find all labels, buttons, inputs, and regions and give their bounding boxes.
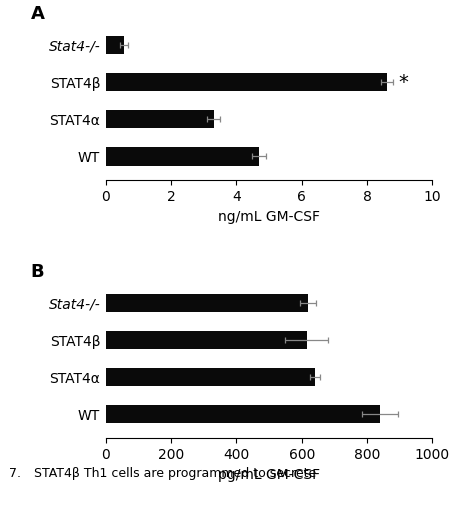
Bar xyxy=(106,36,123,54)
Text: STAT4β Th1 cells are programmed to secrete: STAT4β Th1 cells are programmed to secre… xyxy=(34,467,316,480)
Bar xyxy=(106,331,306,350)
Bar xyxy=(106,147,259,165)
Bar xyxy=(106,294,308,313)
Bar xyxy=(106,405,379,423)
Text: 7.: 7. xyxy=(9,467,21,480)
Bar xyxy=(106,110,213,128)
Text: A: A xyxy=(31,5,45,23)
Bar xyxy=(106,368,314,386)
X-axis label: pg/mL GM-CSF: pg/mL GM-CSF xyxy=(218,467,319,482)
Text: *: * xyxy=(397,73,408,92)
X-axis label: ng/mL GM-CSF: ng/mL GM-CSF xyxy=(218,210,319,223)
Text: B: B xyxy=(31,263,44,281)
Bar xyxy=(106,73,386,91)
